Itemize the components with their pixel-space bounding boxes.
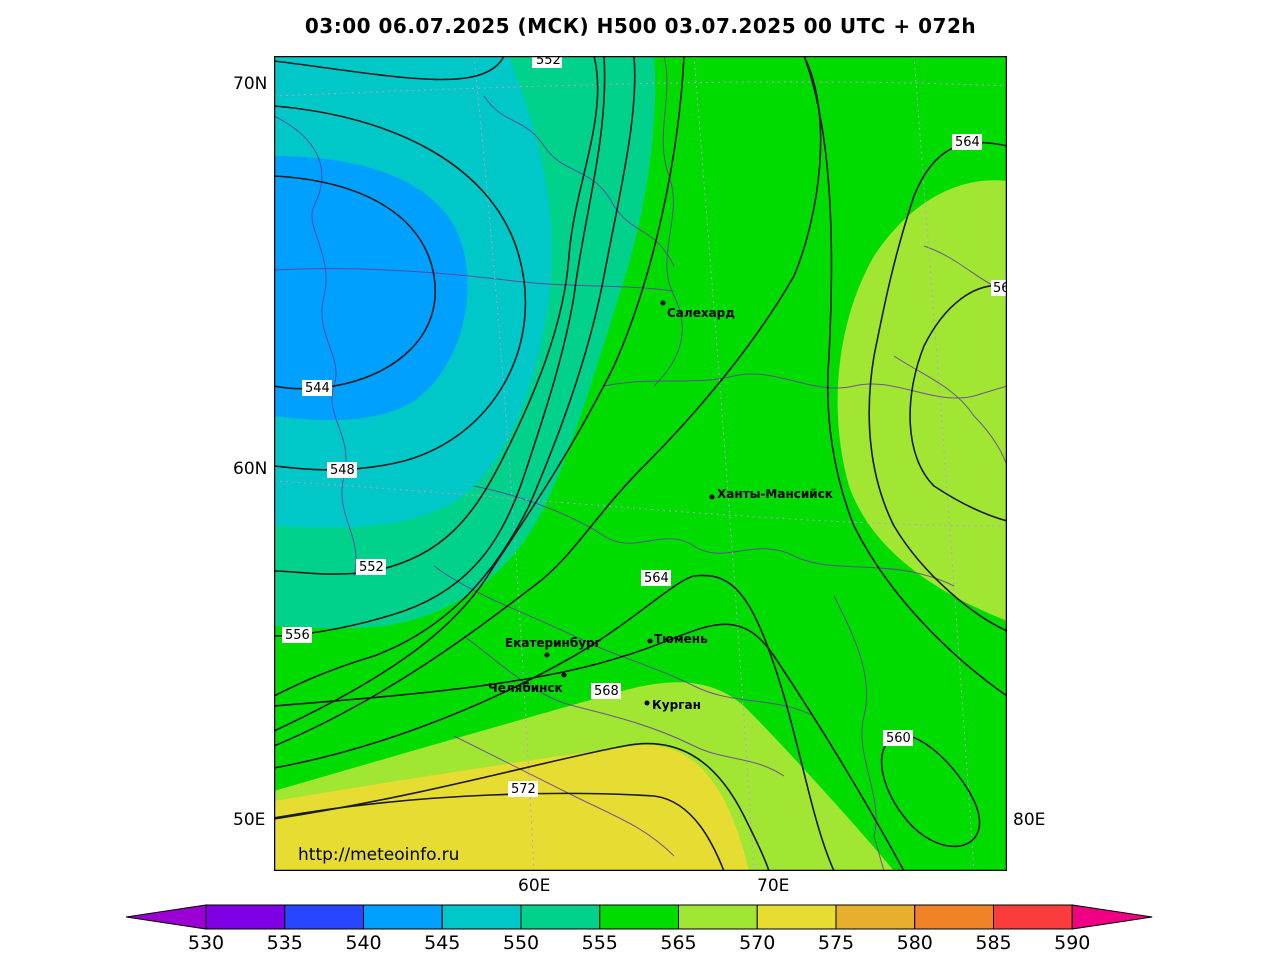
contour-label: 568 [594,684,619,699]
colorbar-cell [441,904,522,930]
colorbar-tick-label: 550 [502,932,540,954]
colorbar-cell [599,904,679,930]
city-label-khanty-mansiysk: Ханты-Мансийск [717,487,833,501]
map-svg: 552 564 56 544 548 552 556 564 568 560 5… [273,52,1010,872]
lon-label-60e: 60E [518,876,551,896]
contour-label: 572 [511,782,536,797]
city-dot [561,672,567,678]
colorbar-cell [678,904,758,930]
city-label-salekhard: Салехард [667,306,735,320]
lat-label-60n: 60N [233,459,268,479]
lat-label-70n: 70N [233,74,268,94]
colorbar-tick-label: 570 [739,932,776,954]
colorbar-tick-label: 540 [345,932,382,954]
city-label-tyumen: Тюмень [654,632,708,646]
graticule [273,55,1008,872]
contour-label: 560 [886,731,911,746]
lon-label-50e: 50E [233,810,266,830]
contour-label: 556 [285,628,310,643]
fill-east-565-570 [837,180,1007,621]
contour-label: 56 [993,281,1007,296]
colorbar-cell [520,904,601,930]
colorbar-arrow-high [1071,904,1153,930]
colorbar [126,904,1153,930]
fill-540-545 [274,156,468,421]
colorbar-tick-label: 555 [581,932,618,954]
city-dot [644,700,650,706]
colorbar-cell [835,904,916,930]
colorbar-cell [914,904,994,930]
contour-label: 552 [359,560,384,575]
colorbar-tick-label: 545 [424,932,461,954]
fill-570-575 [274,745,749,871]
contours [273,55,1008,872]
weather-map: 552 564 56 544 548 552 556 564 568 560 5… [273,52,1010,872]
contour-label: 544 [305,381,330,396]
colorbar-tick-label: 565 [660,932,697,954]
city-dot [544,652,550,658]
city-label-chelyabinsk: Челябинск [488,681,563,695]
contour-label: 548 [330,463,355,478]
colorbar-arrow-low [126,904,207,930]
colorbar-tick-label: 585 [975,932,1012,954]
colorbar-tick-label: 535 [266,932,303,954]
contour-label: 552 [536,56,561,68]
colorbar-tick-label: 530 [187,932,225,954]
colorbar-tick-label: 590 [1054,932,1091,954]
colorbar-cell [205,904,286,930]
colorbar-cell [363,904,443,930]
lon-label-80e: 80E [1013,810,1046,830]
contour-label: 564 [955,135,980,150]
colorbar-cells [126,904,1153,930]
map-title: 03:00 06.07.2025 (МСК) Н500 03.07.2025 0… [304,14,977,38]
colorbar-cell [993,904,1073,930]
colorbar-tick-label: 580 [896,932,933,954]
city-label-yekaterinburg: Екатеринбург [505,636,601,650]
colorbar-cell [756,904,837,930]
city-dot [647,638,653,644]
cities: Салехард Ханты-Мансийск Екатеринбург Тюм… [488,300,833,712]
city-dot [660,300,666,306]
city-label-kurgan: Курган [652,698,701,712]
map-frame [273,55,1008,872]
lon-label-70e: 70E [757,876,790,896]
colorbar-tick-label: 575 [817,932,855,954]
watermark-url: http://meteoinfo.ru [298,845,460,865]
colorbar-cell [284,904,364,930]
contour-label: 564 [644,571,669,586]
city-dot [709,494,715,500]
